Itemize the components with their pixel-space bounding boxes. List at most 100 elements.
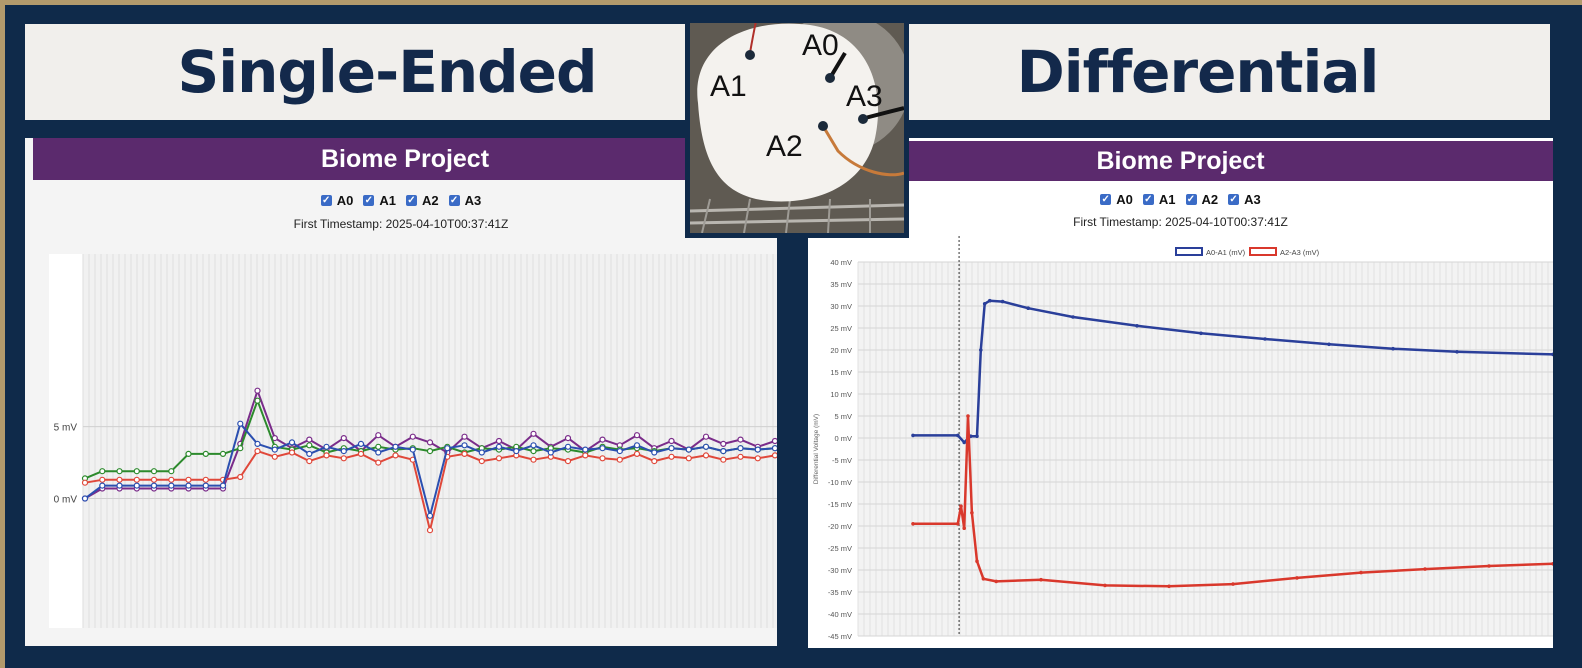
data-point <box>254 440 261 447</box>
data-point <box>116 476 123 483</box>
y-tick-label: -45 mV <box>828 632 852 641</box>
y-tick-label: -5 mV <box>832 456 852 465</box>
data-point <box>975 434 979 439</box>
data-point <box>237 420 244 427</box>
data-point <box>133 476 140 483</box>
checkbox-a3-box[interactable]: ✓ <box>1228 193 1240 205</box>
data-point <box>582 452 589 459</box>
data-point <box>133 468 140 475</box>
data-point <box>323 452 330 459</box>
slide: Single-Ended Differential Biome Project … <box>5 5 1582 668</box>
data-point <box>911 433 915 438</box>
data-point <box>966 414 970 418</box>
data-point <box>254 397 261 404</box>
checkbox-a1-box[interactable]: ✓ <box>363 194 375 206</box>
differential-panel: Biome Project ✓ A0 ✓ A1 ✓ A2 ✓ A3 First Time… <box>808 138 1553 648</box>
data-point <box>970 511 974 515</box>
checkbox-a3[interactable]: ✓ A3 <box>448 193 482 208</box>
checkbox-a3-label: A3 <box>464 193 482 208</box>
data-point <box>530 430 537 437</box>
checkbox-a1-box[interactable]: ✓ <box>1142 193 1154 205</box>
photo-label-a3: A3 <box>846 80 883 113</box>
data-point <box>254 387 261 394</box>
banner-differential: Differential <box>905 24 1550 120</box>
electrode-photo-illustration: A0 A1 A2 A3 <box>690 23 904 233</box>
data-point <box>633 450 641 457</box>
checkbox-a3-box[interactable]: ✓ <box>448 194 460 206</box>
checkbox-a0-box[interactable]: ✓ <box>1100 193 1112 205</box>
data-point <box>651 449 658 456</box>
y-tick-label: 5 mV <box>834 412 852 421</box>
data-point <box>340 435 347 442</box>
data-point <box>979 348 983 352</box>
photo-mycelium-block <box>697 23 879 202</box>
checkbox-a2-box[interactable]: ✓ <box>1185 193 1197 205</box>
checkbox-a1[interactable]: ✓ A1 <box>1142 192 1176 207</box>
data-point <box>237 473 244 481</box>
checkbox-a0-label: A0 <box>336 193 354 208</box>
data-point <box>99 468 106 475</box>
data-point <box>1391 346 1395 351</box>
y-tick-label: -10 mV <box>828 478 852 487</box>
data-point <box>1295 576 1299 580</box>
banner-title-single-ended: Single-Ended <box>177 38 597 106</box>
y-tick-label: -35 mV <box>828 588 852 597</box>
y-tick-label: -40 mV <box>828 610 852 619</box>
banner-single-ended: Single-Ended <box>25 24 689 120</box>
y-tick-label: 35 mV <box>830 280 852 289</box>
photo-wire-a2 <box>821 125 904 177</box>
banner-title-differential: Differential <box>1016 38 1380 106</box>
data-point <box>530 448 537 455</box>
data-point <box>962 440 966 445</box>
checkbox-a1[interactable]: ✓ A1 <box>363 193 396 208</box>
data-point <box>168 468 175 475</box>
y-axis-title: Differential Voltage (mV) <box>813 414 820 484</box>
data-point <box>340 455 347 462</box>
electrode-dot-a0 <box>825 73 835 83</box>
checkbox-a2[interactable]: ✓ A2 <box>406 193 439 208</box>
checkbox-a2-box[interactable]: ✓ <box>406 194 417 206</box>
legend-label-0: A0-A1 (mV) <box>1206 248 1246 257</box>
data-point <box>409 446 416 453</box>
data-point <box>168 476 175 483</box>
data-point <box>461 442 468 449</box>
series-a3 <box>81 420 777 519</box>
data-point <box>685 446 692 453</box>
left-first-timestamp: First Timestamp: 2025-04-10T00:37:41Z <box>293 217 509 231</box>
data-point <box>668 437 675 445</box>
data-point <box>444 445 451 452</box>
checkbox-a3[interactable]: ✓ A3 <box>1228 192 1261 207</box>
data-point <box>202 482 209 489</box>
data-point <box>1167 584 1171 589</box>
series-a2-a3 <box>911 414 1553 589</box>
y-tick-label: 30 mV <box>830 302 852 311</box>
data-point <box>461 450 468 457</box>
data-point <box>599 436 606 443</box>
data-point <box>81 495 89 502</box>
data-point <box>306 450 313 457</box>
right-first-timestamp: First Timestamp: 2025-04-10T00:37:41Z <box>1073 215 1288 229</box>
data-point <box>959 504 963 509</box>
data-point <box>1135 324 1139 328</box>
right-panel-title: Biome Project <box>808 141 1553 181</box>
data-point <box>988 298 992 303</box>
checkbox-a0[interactable]: ✓ A0 <box>320 193 354 208</box>
data-point <box>1327 342 1331 347</box>
photo-rack-icon <box>690 198 904 233</box>
differential-chart: 40 mV 35 mV 30 mV 25 mV 20 mV 15 mV 10 mV 5 mV 0… <box>813 236 1553 641</box>
left-panel-title: Biome Project <box>33 138 777 180</box>
checkbox-a0-box[interactable]: ✓ <box>320 194 332 206</box>
checkbox-a0[interactable]: ✓ A0 <box>1100 192 1133 207</box>
data-point <box>771 437 777 445</box>
data-point <box>1551 562 1553 566</box>
electrode-photo-image: A0 A1 A2 A3 <box>690 23 904 233</box>
legend-swatch-0 <box>1175 247 1203 256</box>
photo-label-a2: A2 <box>766 130 803 163</box>
data-point <box>99 482 106 489</box>
data-point <box>185 450 192 457</box>
data-point <box>288 439 296 446</box>
data-point <box>962 526 966 530</box>
data-point <box>1039 577 1043 582</box>
checkbox-a2[interactable]: ✓ A2 <box>1185 192 1218 207</box>
data-point <box>202 476 209 483</box>
